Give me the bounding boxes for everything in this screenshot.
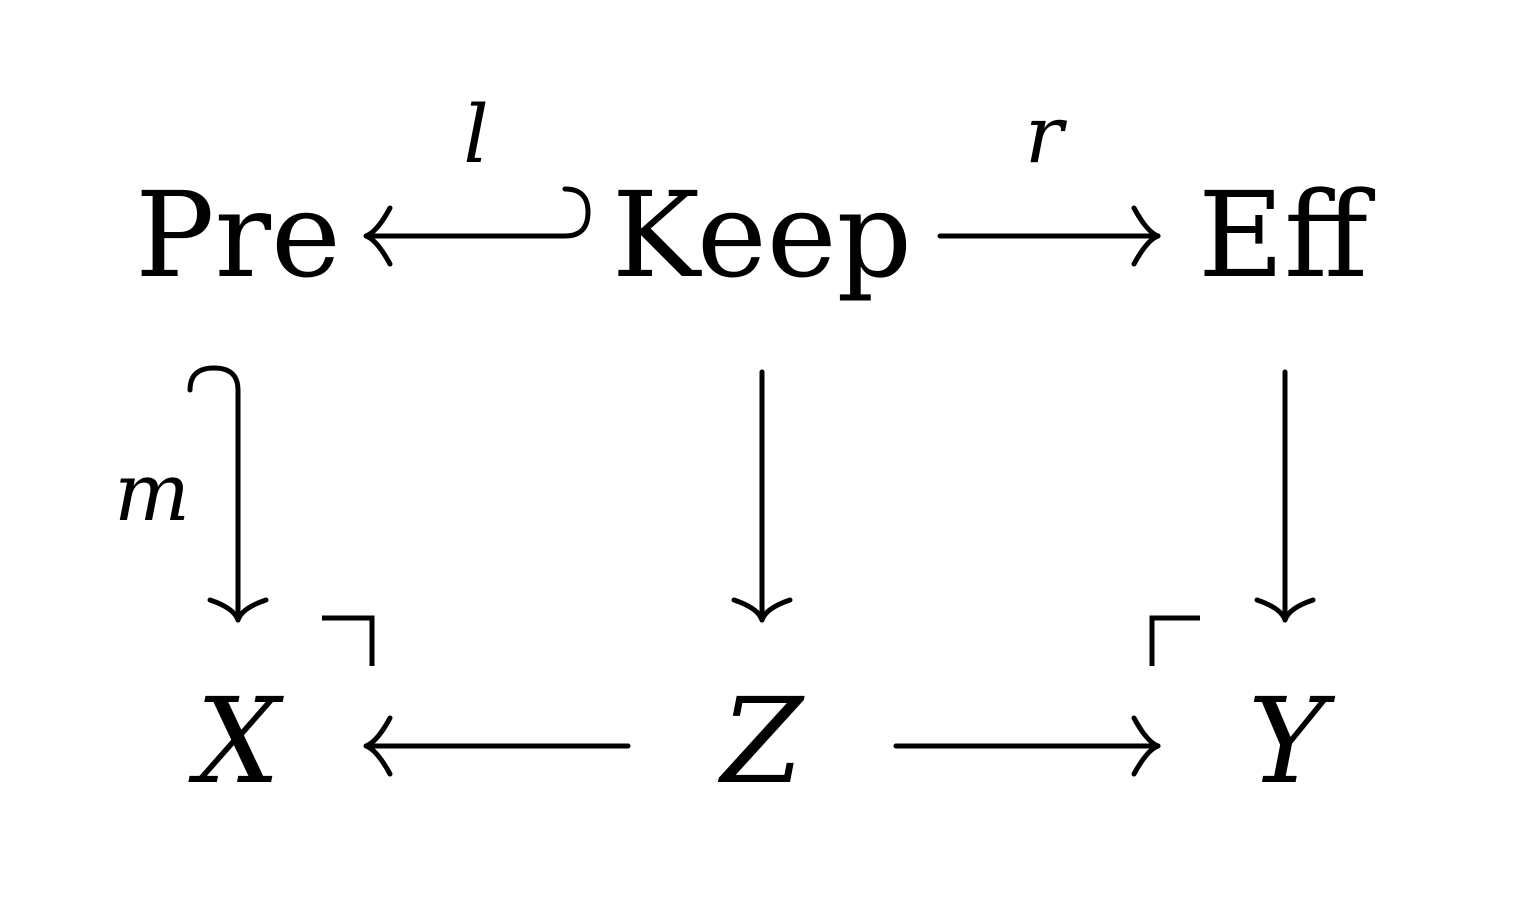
hook-tail-m	[187, 365, 241, 393]
arrowhead-m	[207, 597, 269, 623]
arrow-eff-y	[1254, 369, 1316, 623]
label-m: m	[114, 446, 190, 539]
arrow-z-x	[363, 715, 631, 777]
arrowhead-eff-y	[1254, 597, 1316, 623]
arrow-r	[937, 205, 1161, 267]
pushout-corner-right	[1149, 615, 1200, 666]
arrowhead-z-y	[1131, 715, 1161, 777]
node-keep: Keep	[612, 166, 912, 304]
pushout-corner-left	[322, 615, 375, 666]
arrowhead-r	[1131, 205, 1161, 267]
arrowhead-z-x	[363, 715, 393, 777]
node-y: Y	[1248, 672, 1336, 810]
node-z: Z	[717, 672, 805, 810]
node-pre: Pre	[135, 166, 341, 304]
arrow-z-y	[893, 715, 1161, 777]
label-l: l	[463, 88, 489, 181]
node-x: X	[188, 672, 284, 810]
arrowhead-l	[363, 205, 393, 267]
hook-tail-l	[562, 186, 591, 239]
arrow-m	[187, 365, 269, 623]
arrowhead-keep-z	[731, 597, 793, 623]
label-r: r	[1025, 88, 1068, 181]
arrow-l	[363, 186, 591, 267]
arrow-keep-z	[731, 369, 793, 623]
node-eff: Eff	[1198, 166, 1375, 304]
